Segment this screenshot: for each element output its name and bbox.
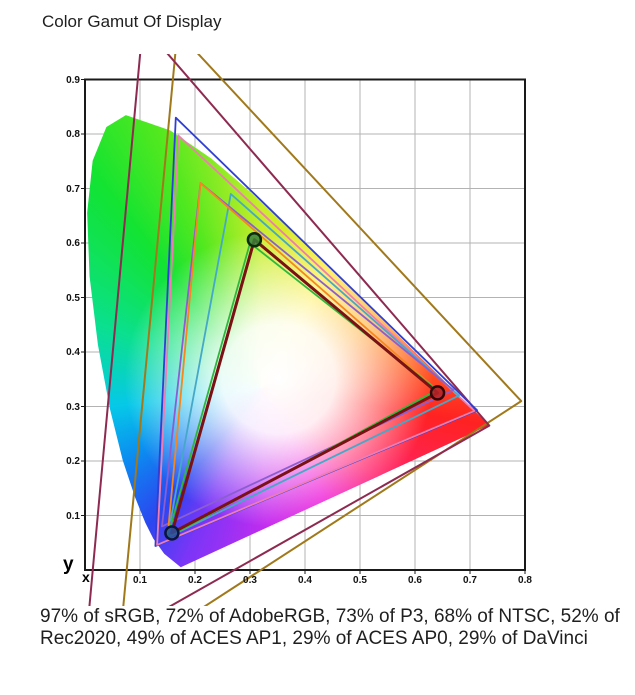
y-tick-label: 0.6 xyxy=(66,238,80,249)
x-tick-label: 0.4 xyxy=(298,575,312,586)
y-tick-label: 0.8 xyxy=(66,129,80,140)
y-tick-label: 0.4 xyxy=(66,347,80,358)
y-tick-label: 0.5 xyxy=(66,292,80,304)
y-tick-label: 0.7 xyxy=(66,183,80,195)
x-tick-label: 0.3 xyxy=(243,575,257,586)
y-tick-label: 0.3 xyxy=(66,401,80,413)
x-tick-label: 0.8 xyxy=(518,575,532,586)
gamut-triangle-ntsc xyxy=(161,182,455,528)
x-tick-label: 0.6 xyxy=(408,575,422,586)
chart-title: Color Gamut Of Display xyxy=(42,12,222,31)
x-tick-label: 0.1 xyxy=(133,575,147,586)
x-axis-label: x xyxy=(82,569,90,585)
coverage-caption: 97% of sRGB, 72% of AdobeRGB, 73% of P3,… xyxy=(40,606,620,650)
x-tick-label: 0.2 xyxy=(188,575,202,586)
x-tick-label: 0.5 xyxy=(353,575,367,586)
gamut-triangle-display xyxy=(170,238,440,535)
gamut-triangle-srgb xyxy=(166,242,438,539)
gamut-triangle-aces-ap0 xyxy=(88,54,491,606)
display-primary-marker-blue xyxy=(164,525,180,541)
gamut-triangle-p3 xyxy=(166,193,460,539)
caption-line-1: 97% of sRGB, 72% of AdobeRGB, 73% of P3,… xyxy=(40,606,620,627)
y-tick-label: 0.2 xyxy=(66,456,80,467)
x-tick-label: 0.7 xyxy=(463,575,477,586)
y-tick-label: 0.9 xyxy=(66,74,80,86)
y-tick-label: 0.1 xyxy=(66,510,80,522)
caption-line-2: Rec2020, 49% of ACES AP1, 29% of ACES AP… xyxy=(40,628,588,649)
gamut-triangle-rec2020 xyxy=(156,134,476,546)
display-primary-marker-red xyxy=(429,385,446,401)
gamut-triangle-davinci xyxy=(122,54,523,606)
y-axis-label: y xyxy=(63,554,74,575)
display-primary-marker-green xyxy=(246,231,263,248)
plot-border xyxy=(84,78,526,571)
